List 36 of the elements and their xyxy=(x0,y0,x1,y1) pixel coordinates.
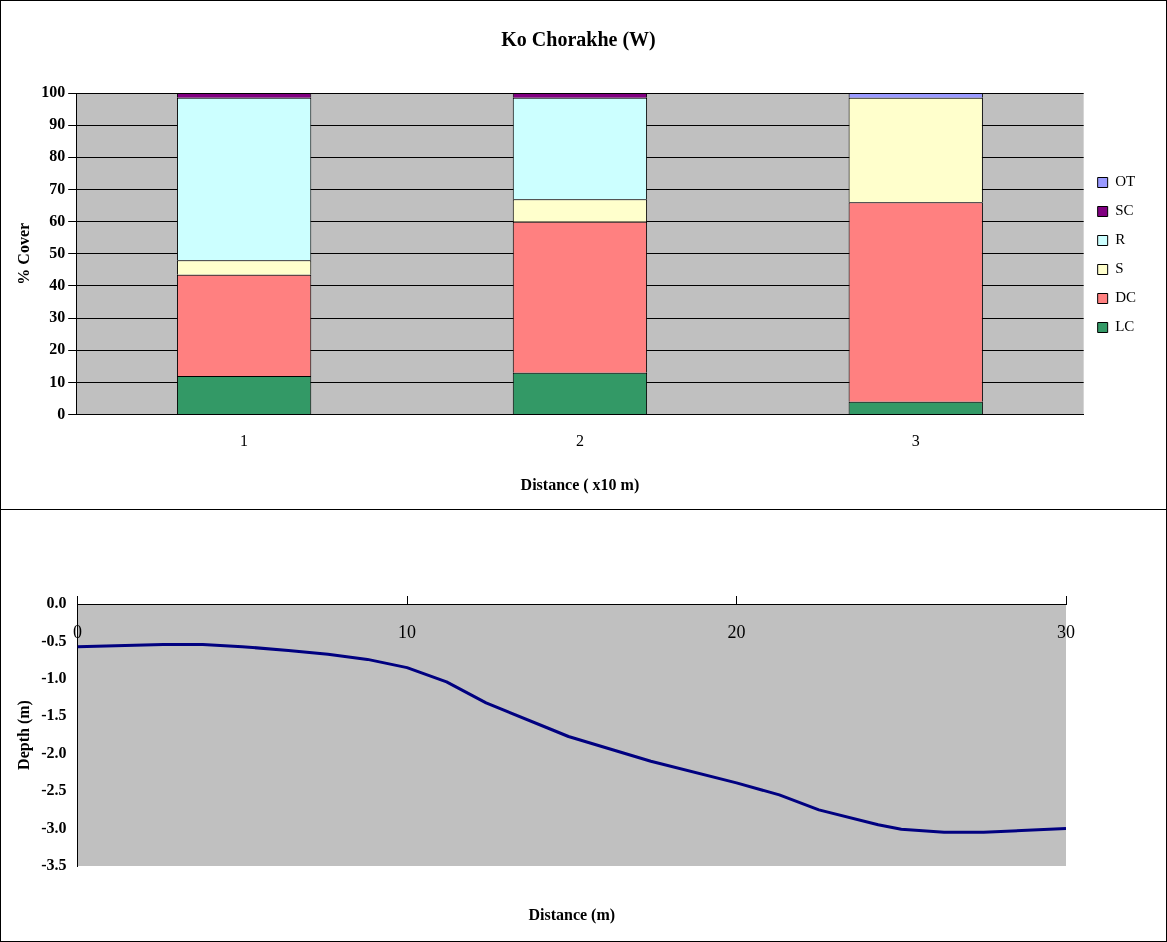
y-tick-label: 70 xyxy=(49,179,66,197)
legend-label: LC xyxy=(1115,318,1135,335)
x-tick-label: 2 xyxy=(575,432,584,450)
x-tick-label: 20 xyxy=(727,621,746,642)
y-tick-label: 20 xyxy=(49,340,66,358)
y-tick-label: -1.0 xyxy=(41,669,67,686)
y-tick-label: -3.5 xyxy=(41,856,67,874)
x-axis-title: Distance ( x10 m) xyxy=(520,475,640,494)
x-tick-label: 10 xyxy=(398,621,417,642)
y-tick-label: 50 xyxy=(49,243,66,261)
legend-label: OT xyxy=(1115,173,1136,190)
y-tick-label: 90 xyxy=(49,115,66,133)
chart-title: Ko Chorakhe (W) xyxy=(501,28,656,52)
y-tick-label: 0.0 xyxy=(46,594,67,612)
legend-label: SC xyxy=(1115,202,1134,219)
x-tick-label: 30 xyxy=(1057,621,1075,642)
y-tick-label: 40 xyxy=(49,276,66,294)
y-tick-label: -1.5 xyxy=(41,706,67,724)
legend-label: S xyxy=(1115,260,1124,277)
y-tick-label: 60 xyxy=(49,211,66,229)
y-tick-label: 100 xyxy=(41,83,66,101)
y-tick-label: 0 xyxy=(57,404,66,422)
y-axis-title: Depth (m) xyxy=(14,700,33,770)
x-axis-title: Distance (m) xyxy=(528,906,616,925)
y-tick-label: 30 xyxy=(49,308,66,326)
y-tick-label: -3.0 xyxy=(41,818,67,836)
legend-label: R xyxy=(1115,231,1126,248)
legend-label: DC xyxy=(1115,289,1137,306)
y-tick-label: 80 xyxy=(49,147,66,165)
y-tick-label: 10 xyxy=(49,372,66,390)
y-tick-label: -2.5 xyxy=(41,781,67,799)
x-tick-label: 1 xyxy=(240,432,249,450)
y-tick-label: -0.5 xyxy=(41,631,67,649)
y-axis-title: % Cover xyxy=(14,222,32,285)
x-tick-label: 3 xyxy=(911,432,920,450)
y-tick-label: -2.0 xyxy=(41,743,67,761)
